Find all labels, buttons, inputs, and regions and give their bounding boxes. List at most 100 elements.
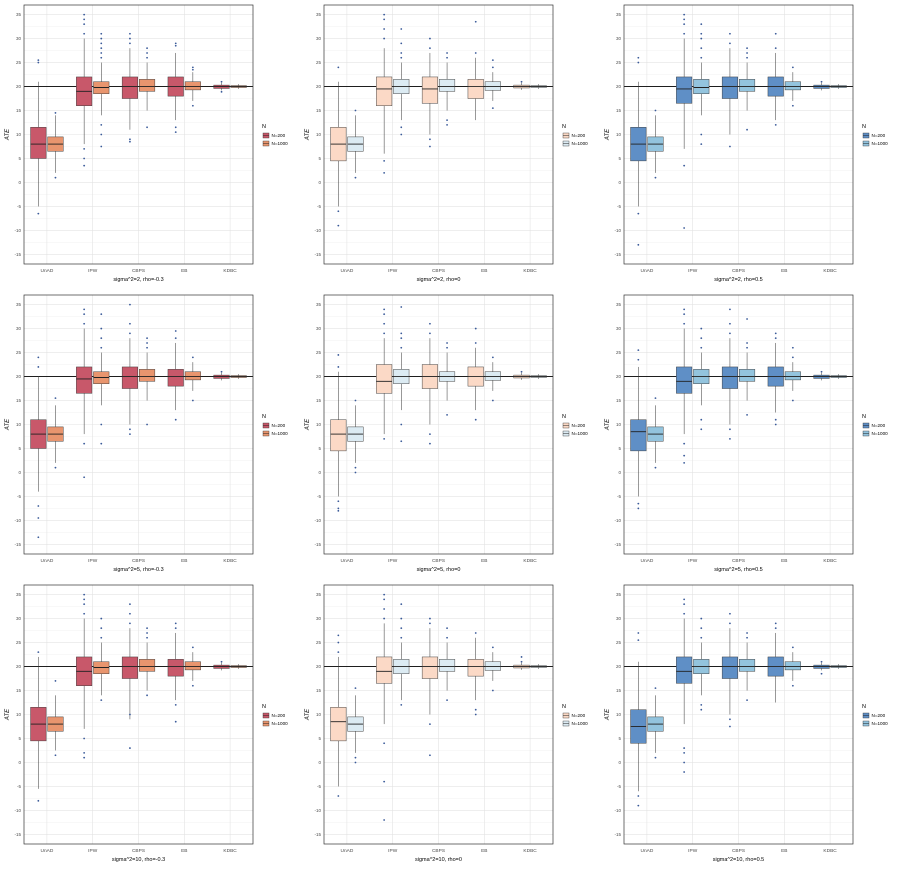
x-tick-label: CBPS — [132, 848, 145, 854]
box — [630, 419, 647, 452]
legend-label: N=200 — [872, 423, 886, 428]
outlier-point — [174, 131, 177, 134]
outlier-point — [637, 56, 640, 59]
x-axis-title: sigma^2=5, rho=-0.3 — [113, 567, 163, 573]
y-tick-label: 20 — [16, 84, 22, 89]
legend-label: N=1000 — [572, 141, 589, 146]
box-group — [647, 687, 664, 759]
box-group — [230, 664, 247, 669]
box-group — [139, 47, 156, 129]
outlier-point — [446, 346, 448, 349]
outlier-point — [520, 370, 523, 373]
x-tick-label: CBPS — [132, 558, 145, 564]
legend-label: N=1000 — [872, 431, 889, 436]
y-tick-label: 25 — [316, 640, 322, 645]
outlier-point — [746, 346, 748, 349]
outlier-point — [429, 433, 431, 435]
y-tick-label: 30 — [616, 326, 622, 331]
y-tick-label: 15 — [16, 108, 22, 113]
legend-label: N=1000 — [572, 721, 589, 726]
x-tick-label: UnAD — [641, 268, 654, 274]
x-tick-label: IPW — [388, 558, 398, 564]
box — [184, 371, 201, 381]
chart-panel: -15 -10 -5 0 5 10 15 20 25 30 35 UnAD IPW CBPS EB KDBC A… — [600, 290, 900, 580]
box-group — [693, 327, 710, 431]
outlier-point — [383, 159, 386, 162]
outlier-point — [654, 756, 657, 759]
y-tick-label: 0 — [318, 470, 321, 475]
box-group — [830, 664, 847, 669]
outlier-point — [746, 414, 748, 416]
outlier-point — [191, 646, 194, 649]
box-group — [393, 603, 410, 706]
outlier-point — [446, 52, 448, 54]
outlier-point — [637, 502, 640, 505]
outlier-point — [174, 627, 177, 630]
outlier-point — [474, 327, 477, 330]
outlier-point — [146, 632, 148, 634]
box — [439, 659, 456, 672]
box-group — [230, 374, 247, 379]
box-group — [530, 374, 547, 379]
x-tick-label: CBPS — [432, 268, 445, 274]
box — [121, 76, 138, 99]
outlier-point — [491, 59, 494, 62]
box-group — [693, 617, 710, 711]
box-group — [330, 634, 347, 797]
outlier-point — [129, 42, 131, 45]
outlier-point — [400, 346, 403, 349]
box — [676, 656, 693, 684]
outlier-point — [37, 517, 40, 519]
outlier-point — [100, 699, 103, 702]
box — [167, 659, 184, 677]
outlier-point — [54, 680, 57, 682]
outlier-point — [700, 418, 703, 421]
y-tick-label: 0 — [618, 470, 621, 475]
y-tick-label: 25 — [16, 640, 22, 645]
outlier-point — [774, 47, 777, 50]
plot-border — [623, 584, 854, 845]
y-axis-label: ATE — [305, 708, 311, 721]
x-tick-label: KDBC — [223, 268, 237, 274]
outlier-point — [683, 454, 686, 457]
x-axis-title: sigma^2=2, rho=0.5 — [714, 277, 762, 283]
y-tick-label: 10 — [316, 422, 322, 427]
y-tick-label: 10 — [616, 422, 622, 427]
outlier-point — [191, 104, 194, 107]
box-group — [139, 627, 156, 697]
box-group — [47, 397, 64, 469]
legend-label: N=1000 — [872, 721, 889, 726]
y-tick-label: -10 — [614, 518, 621, 523]
x-axis-title: sigma^2=10, rho=-0.3 — [112, 857, 165, 863]
outlier-point — [383, 617, 386, 620]
boxplot-svg: -15 -10 -5 0 5 10 15 20 25 30 35 UnAD IPW CBPS EB KDBC A… — [605, 4, 888, 283]
x-tick-label: EB — [781, 268, 787, 274]
outlier-point — [683, 164, 686, 167]
box-group — [184, 356, 201, 402]
outlier-point — [637, 61, 640, 64]
outlier-point — [220, 660, 223, 663]
box-group — [813, 80, 830, 91]
box — [784, 371, 801, 381]
legend-title: N — [862, 704, 866, 710]
y-tick-label: 10 — [16, 422, 22, 427]
outlier-point — [383, 819, 386, 821]
box-group — [439, 627, 456, 702]
y-tick-label: 15 — [316, 398, 322, 403]
outlier-point — [700, 346, 703, 349]
box — [484, 661, 501, 671]
x-axis-title: sigma^2=5, rho=0 — [417, 567, 461, 573]
y-tick-label: 0 — [618, 180, 621, 185]
outlier-point — [400, 636, 403, 639]
outlier-point — [683, 751, 686, 754]
x-tick-label: CBPS — [132, 268, 145, 274]
y-tick-label: 30 — [16, 616, 22, 621]
box-group — [467, 20, 484, 121]
box — [376, 76, 393, 106]
outlier-point — [683, 32, 686, 35]
outlier-point — [774, 337, 777, 340]
outlier-point — [83, 313, 86, 316]
outlier-point — [337, 210, 340, 213]
outlier-point — [700, 327, 703, 330]
outlier-point — [700, 337, 703, 340]
